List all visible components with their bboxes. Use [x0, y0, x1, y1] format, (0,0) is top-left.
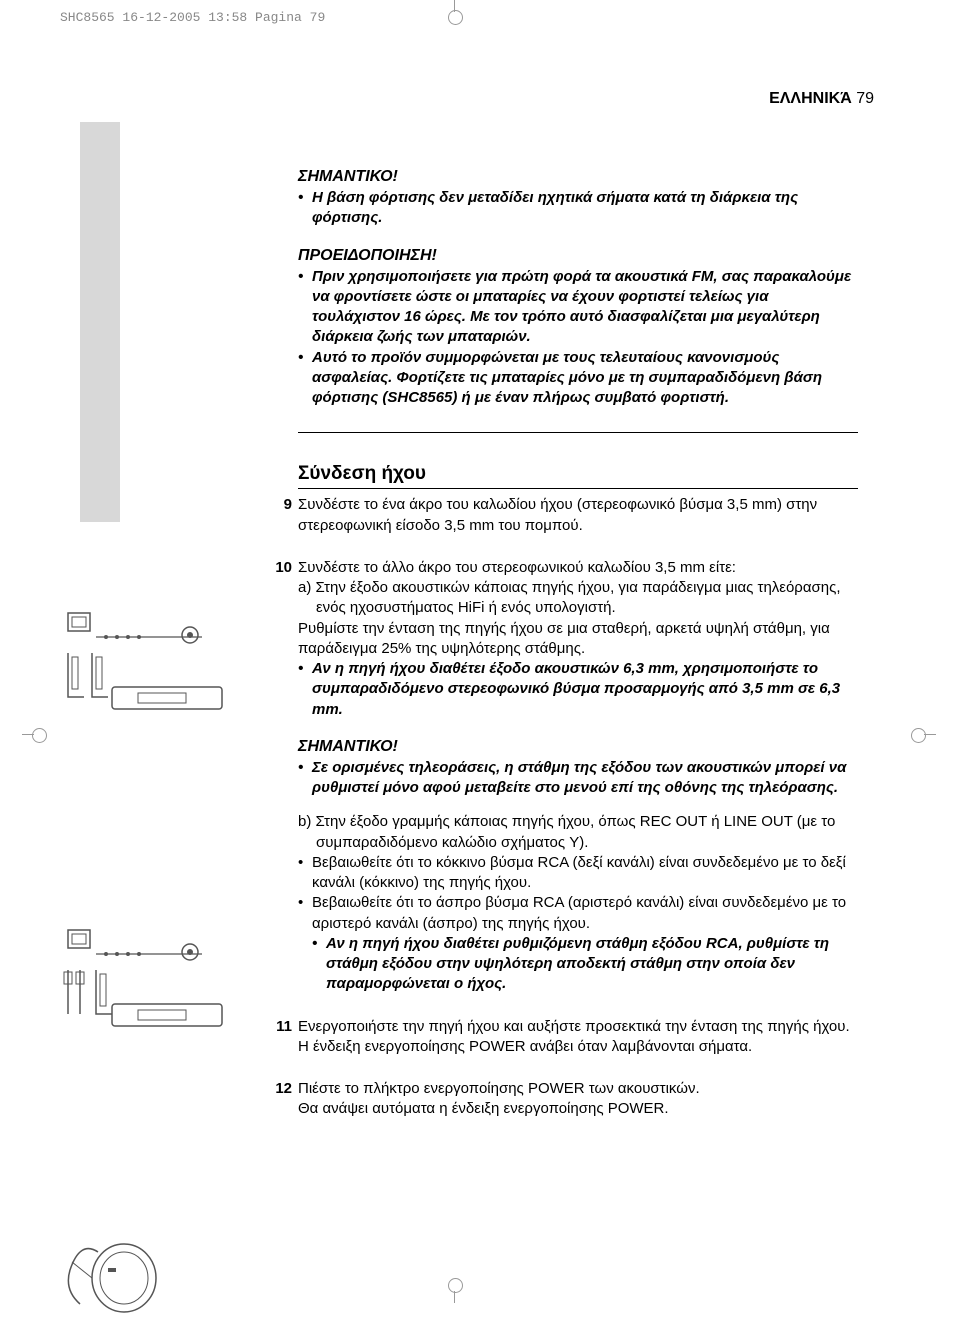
page-header: ΕΛΛΗΝΙΚΆ 79 [80, 90, 874, 108]
warning-heading: ΠΡΟΕΙΔΟΠΟΙΗΣΗ! [298, 247, 858, 265]
rca-white-text: Βεβαιωθείτε ότι το άσπρο βύσμα RCA (αρισ… [312, 893, 858, 934]
sidebar-block [80, 122, 120, 522]
bullet-icon: • [298, 267, 312, 348]
illustration-connection-1 [62, 605, 232, 715]
illustration-connection-2 [62, 922, 232, 1032]
step-10-note: Αν η πηγή ήχου διαθέτει έξοδο ακουστικών… [312, 659, 858, 720]
page-body: ΕΛΛΗΝΙΚΆ 79 [80, 60, 874, 1243]
important-heading-2: ΣΗΜΑΝΤΙΚΟ! [298, 738, 858, 756]
bullet-icon: • [312, 934, 326, 995]
rca-red-text: Βεβαιωθείτε ότι το κόκκινο βύσμα RCA (δε… [312, 853, 858, 894]
step-number-10: 10 [270, 558, 298, 720]
step-10b-text: b) Στην έξοδο γραμμής κάποιας πηγής ήχου… [298, 812, 858, 853]
bullet-icon: • [298, 893, 312, 934]
crop-mark-icon [440, 0, 470, 30]
crop-mark-icon [906, 720, 936, 750]
step-12b-text: Θα ανάψει αυτόματα η ένδειξη ενεργοποίησ… [298, 1099, 700, 1119]
step-11b-text: Η ένδειξη ενεργοποίησης POWER ανάβει ότα… [298, 1037, 850, 1057]
bullet-icon: • [298, 348, 312, 409]
bullet-icon: • [298, 758, 312, 799]
print-header: SHC8565 16-12-2005 13:58 Pagina 79 [60, 10, 325, 25]
step-10-text: Συνδέστε το άλλο άκρο του στερεοφωνικού … [298, 558, 858, 578]
important-text-1: Η βάση φόρτισης δεν μεταδίδει ηχητικά σή… [312, 188, 858, 229]
page-number: 79 [856, 90, 874, 107]
step-10a2-text: Ρυθμίστε την ένταση της πηγής ήχου σε μι… [298, 619, 858, 660]
step-9-text: Συνδέστε το ένα άκρο του καλωδίου ήχου (… [298, 495, 858, 536]
step-number-9: 9 [270, 495, 298, 536]
rca-note-text: Αν η πηγή ήχου διαθέτει ρυθμιζόμενη στάθ… [326, 934, 858, 995]
bullet-icon: • [298, 188, 312, 229]
step-10a-text: a) Στην έξοδο ακουστικών κάποιας πηγής ή… [298, 578, 858, 619]
bullet-icon: • [298, 659, 312, 720]
main-content: ΣΗΜΑΝΤΙΚΟ! • Η βάση φόρτισης δεν μεταδίδ… [298, 168, 858, 1120]
step-12-text: Πιέστε το πλήκτρο ενεργοποίησης POWER τω… [298, 1079, 700, 1099]
warning-text-1: Πριν χρησιμοποιήσετε για πρώτη φορά τα α… [312, 267, 858, 348]
language-label: ΕΛΛΗΝΙΚΆ [769, 90, 852, 107]
step-number-11: 11 [270, 1017, 298, 1058]
sound-connection-heading: Σύνδεση ήχου [298, 463, 858, 489]
bullet-icon: • [298, 853, 312, 894]
warning-text-2: Αυτό το προϊόν συμμορφώνεται με τους τελ… [312, 348, 858, 409]
step-11-text: Ενεργοποιήστε την πηγή ήχου και αυξήστε … [298, 1017, 850, 1037]
step-number-12: 12 [270, 1079, 298, 1120]
crop-mark-icon [440, 1273, 470, 1303]
important-2-text: Σε ορισμένες τηλεοράσεις, η στάθμη της ε… [312, 758, 858, 799]
important-heading-1: ΣΗΜΑΝΤΙΚΟ! [298, 168, 858, 186]
crop-mark-icon [22, 720, 52, 750]
